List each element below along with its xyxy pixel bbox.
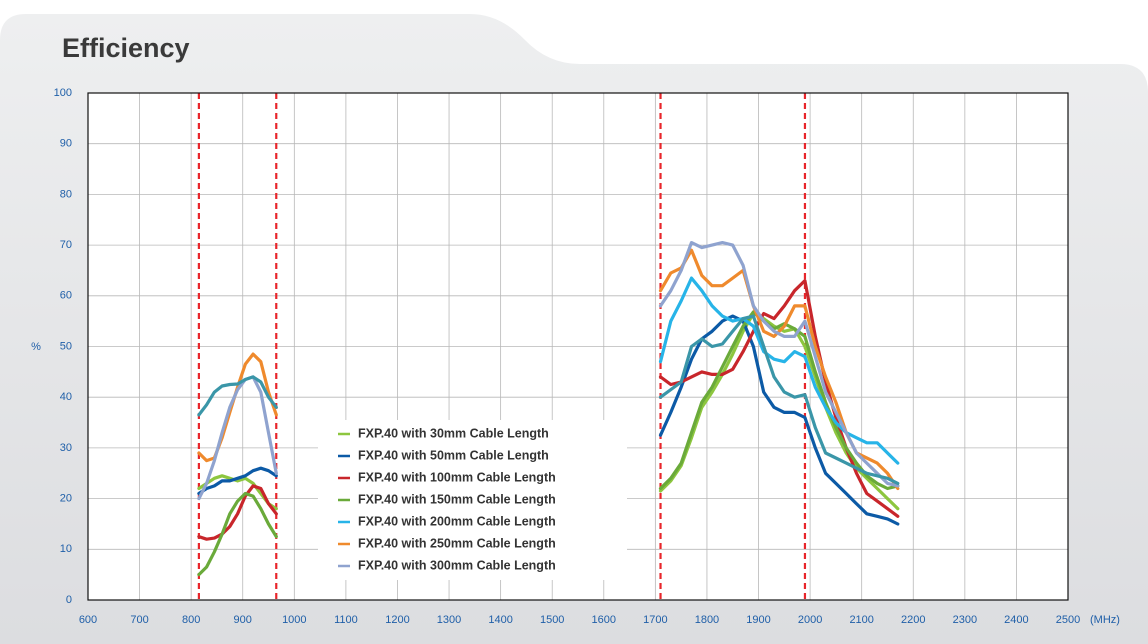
y-axis-label: %: [31, 341, 41, 353]
x-tick-label: 1800: [695, 614, 719, 626]
legend-label: FXP.40 with 200mm Cable Length: [358, 514, 556, 528]
legend-box: [318, 420, 627, 580]
x-tick-label: 2000: [798, 614, 822, 626]
legend-label: FXP.40 with 150mm Cable Length: [358, 492, 556, 506]
y-tick-label: 60: [60, 290, 72, 302]
legend-label: FXP.40 with 30mm Cable Length: [358, 426, 549, 440]
series-line: [197, 279, 900, 541]
x-tick-label: 1000: [282, 614, 306, 626]
x-tick-label: 800: [182, 614, 200, 626]
x-tick-label: 1300: [437, 614, 461, 626]
y-tick-label: 0: [66, 594, 72, 606]
x-tick-label: 1600: [592, 614, 616, 626]
y-tick-label: 90: [60, 138, 72, 150]
x-tick-label: 1700: [643, 614, 667, 626]
chart-title: Efficiency: [62, 33, 190, 63]
series-line: [197, 310, 900, 577]
x-tick-label: 1200: [385, 614, 409, 626]
y-tick-label: 10: [60, 543, 72, 555]
x-tick-label: 700: [130, 614, 148, 626]
series-line: [197, 314, 900, 485]
x-tick-label: 1400: [488, 614, 512, 626]
y-tick-label: 80: [60, 188, 72, 200]
series-line: [197, 241, 900, 501]
x-tick-label: 900: [234, 614, 252, 626]
x-tick-label: 1900: [746, 614, 770, 626]
x-tick-label: 2300: [953, 614, 977, 626]
y-tick-label: 30: [60, 442, 72, 454]
y-tick-label: 70: [60, 239, 72, 251]
x-axis-label: (MHz): [1090, 614, 1120, 626]
x-tick-label: 2100: [849, 614, 873, 626]
y-tick-label: 50: [60, 340, 72, 352]
y-tick-label: 100: [54, 87, 72, 99]
x-tick-label: 2500: [1056, 614, 1080, 626]
x-tick-label: 1500: [540, 614, 564, 626]
plot-border: [87, 92, 1069, 601]
legend-label: FXP.40 with 300mm Cable Length: [358, 558, 556, 572]
x-tick-label: 1100: [334, 614, 358, 626]
x-tick-label: 600: [79, 614, 97, 626]
y-tick-label: 40: [60, 391, 72, 403]
legend-label: FXP.40 with 50mm Cable Length: [358, 448, 549, 462]
x-tick-label: 2200: [901, 614, 925, 626]
x-tick-label: 2400: [1004, 614, 1028, 626]
series-line: [197, 314, 900, 526]
legend-label: FXP.40 with 250mm Cable Length: [358, 536, 556, 550]
y-tick-label: 20: [60, 493, 72, 505]
series-line: [658, 276, 900, 465]
legend-label: FXP.40 with 100mm Cable Length: [358, 470, 556, 484]
